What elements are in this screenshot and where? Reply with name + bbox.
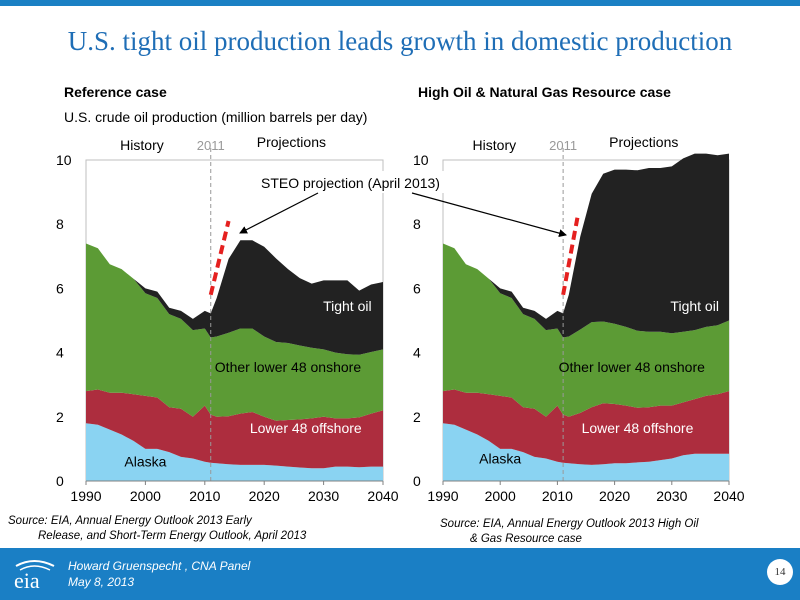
y-tick-label: 2 [413,409,421,425]
steo-projection-line [208,220,231,296]
steo-arrow-left [239,192,319,234]
eia-logo-arc2-icon [19,565,51,571]
right-panel-title: High Oil & Natural Gas Resource case [418,84,671,100]
x-tick-label: 2020 [249,488,280,504]
slide-title: U.S. tight oil production leads growth i… [67,26,733,56]
divider-year-label: 2011 [549,138,577,153]
y-tick-label: 4 [413,345,421,361]
area-lower-48-offshore [443,389,729,465]
series-label-alaska: Alaska [479,450,521,466]
y-tick-label: 10 [413,152,429,168]
area-alaska [443,423,729,481]
y-tick-label: 8 [56,216,64,232]
y-tick-label: 2 [56,409,64,425]
left-source-line1: Source: EIA, Annual Energy Outlook 2013 … [8,515,252,527]
steo-annotation-label: STEO projection (April 2013) [261,175,440,191]
series-label-other-lower-48-onshore: Other lower 48 onshore [559,359,706,375]
unit-label: U.S. crude oil production (million barre… [64,109,368,125]
steo-annotation-bg [258,171,465,193]
projections-label: Projections [609,134,678,150]
y-tick-label: 6 [413,280,421,296]
right-source-line2: & Gas Resource case [470,533,582,545]
series-label-lower-48-offshore: Lower 48 offshore [582,420,694,436]
history-label: History [473,137,517,153]
series-label-tight-oil: Tight oil [323,298,372,314]
eia-logo: eia [14,560,55,592]
projections-label: Projections [257,134,326,150]
y-tick-label: 0 [413,473,421,489]
series-label-alaska: Alaska [124,454,166,470]
y-tick-label: 0 [56,473,64,489]
x-tick-label: 2020 [599,488,630,504]
series-label-lower-48-offshore: Lower 48 offshore [250,420,362,436]
footer-presenter: Howard Gruenspecht , CNA Panel [68,559,251,573]
area-other-lower-48-onshore [443,243,729,417]
x-tick-label: 2000 [485,488,516,504]
area-lower-48-offshore [86,389,383,469]
y-tick-label: 8 [413,216,421,232]
x-tick-label: 2010 [542,488,573,504]
area-tight-oil [86,240,383,355]
area-alaska [86,423,383,481]
steo-arrow-right [411,192,567,238]
area-other-lower-48-onshore [86,243,383,421]
x-tick-label: 1990 [70,488,101,504]
y-tick-label: 4 [56,345,64,361]
x-tick-label: 2030 [656,488,687,504]
history-label: History [120,137,164,153]
area-tight-oil [443,153,729,338]
eia-logo-text: eia [14,568,40,592]
left-panel-title: Reference case [64,84,167,100]
series-label-other-lower-48-onshore: Other lower 48 onshore [215,359,362,375]
steo-annotation: STEO projection (April 2013) [239,171,567,238]
y-tick-label: 6 [56,280,64,296]
x-tick-label: 2040 [367,488,398,504]
x-tick-label: 2010 [189,488,220,504]
footer-date: May 8, 2013 [68,575,135,589]
y-tick-label: 10 [56,152,72,168]
x-tick-label: 2000 [130,488,161,504]
footer-bar: eia Howard Gruenspecht , CNA Panel May 8… [0,548,800,600]
left-source-line2: Release, and Short-Term Energy Outlook, … [38,530,307,542]
x-tick-label: 1990 [427,488,458,504]
x-tick-label: 2030 [308,488,339,504]
divider-year-label: 2011 [197,138,225,153]
eia-logo-arc-icon [15,560,55,567]
x-tick-label: 2040 [713,488,744,504]
page-number: 14 [767,559,793,585]
right-source-line1: Source: EIA, Annual Energy Outlook 2013 … [440,518,699,530]
series-label-tight-oil: Tight oil [670,298,719,314]
top-rule [0,0,800,6]
